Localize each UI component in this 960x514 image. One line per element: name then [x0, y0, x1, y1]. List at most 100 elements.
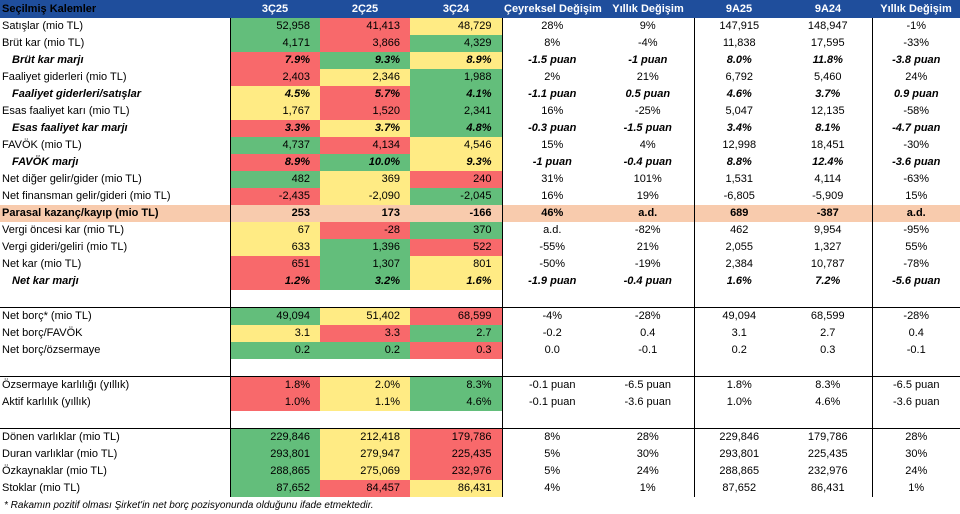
quarter-value: 2,346 — [320, 69, 410, 86]
nine-month-yoy-change: -1% — [906, 20, 927, 32]
quarter-value: 0.2 — [320, 342, 410, 359]
quarter-value: 8.3% — [410, 376, 503, 394]
nine-month-yoy-change — [872, 290, 960, 308]
nine-month-yoy-change: -78% — [903, 258, 930, 270]
table-row: Parasal kazanç/kayıp (mio TL) 253 173 -166 4… — [0, 205, 960, 222]
yoy-change: 21% — [602, 239, 695, 256]
nine-month-value: 232,976 — [784, 463, 873, 480]
nine-month-value: 87,652 — [722, 482, 757, 494]
quarter-value: 10.0% — [320, 154, 410, 171]
yoy-change: 0.4 — [602, 325, 695, 342]
quarter-value: 369 — [320, 171, 410, 188]
quarter-value: 4.8% — [410, 120, 503, 137]
qoq-change: -1.9 puan — [528, 275, 577, 287]
quarter-value: 49,094 — [229, 307, 320, 325]
nine-month-yoy-change: -33% — [903, 37, 930, 49]
quarter-value: 4,546 — [410, 137, 503, 154]
table-row: Duran varlıklar (mio TL) 293,801 279,947 22… — [0, 446, 960, 463]
row-label: Esas faaliyet karı (mio TL) — [2, 105, 130, 117]
quarter-value: 1.8% — [229, 376, 320, 394]
row-label: FAVÖK (mio TL) — [2, 139, 82, 151]
quarter-value: 68,599 — [410, 307, 503, 325]
row-label: Aktif karlılık (yıllık) — [2, 396, 91, 408]
header-row: Seçilmiş Kalemler 3Ç25 2Ç25 3Ç24 Çeyreks… — [0, 0, 960, 18]
nine-month-yoy-change: 55% — [905, 241, 928, 253]
yoy-change: -3.6 puan — [602, 394, 695, 411]
yoy-change: 21% — [602, 69, 695, 86]
quarter-value: 288,865 — [229, 463, 320, 480]
nine-month-yoy-change: -6.5 puan — [872, 376, 960, 394]
nine-month-value: 1,327 — [784, 239, 873, 256]
nine-month-value: 3.1 — [731, 327, 747, 339]
table-row: Net borç/FAVÖK 3.1 3.3 2.7 -0.2 0.4 3.1 2.7 0.4 — [0, 325, 960, 342]
quarter-value: 9.3% — [320, 52, 410, 69]
quarter-value: -2,435 — [229, 188, 320, 205]
nine-month-value: 148,947 — [784, 18, 873, 35]
qoq-change: 5% — [544, 448, 561, 460]
quarter-value: 1.6% — [410, 273, 503, 290]
quarter-value: 179,786 — [410, 428, 503, 446]
quarter-value — [320, 411, 410, 429]
quarter-value: 2.0% — [320, 376, 410, 394]
yoy-change: a.d. — [602, 205, 695, 222]
table-row: Faaliyet giderleri/satışlar 4.5% 5.7% 4.1% -… — [0, 86, 960, 103]
quarter-value: 4.5% — [229, 86, 320, 103]
nine-month-yoy-change: -3.6 puan — [893, 396, 940, 408]
nine-month-yoy-change: 24% — [905, 71, 928, 83]
table-row: FAVÖK (mio TL) 4,737 4,134 4,546 15% 4% 12,998… — [0, 137, 960, 154]
table-row: Net diğer gelir/gider (mio TL) 482 369 240 3… — [0, 171, 960, 188]
row-label: Brüt kar marjı — [12, 54, 84, 66]
nine-month-value: 229,846 — [694, 428, 784, 446]
quarter-value: 2,403 — [229, 69, 320, 86]
qoq-change: 8% — [502, 428, 602, 446]
quarter-value: 2.7 — [410, 325, 503, 342]
row-label: Net borç/FAVÖK — [2, 327, 83, 339]
row-label: Özkaynaklar (mio TL) — [2, 465, 107, 477]
quarter-value: 633 — [229, 239, 320, 256]
nine-month-yoy-change: -5.6 puan — [892, 275, 941, 287]
qoq-change: -55% — [539, 241, 566, 253]
quarter-value — [229, 411, 320, 429]
quarter-value — [410, 411, 503, 429]
nine-month-yoy-change: -0.1 — [906, 344, 926, 356]
quarter-value: 370 — [410, 222, 503, 239]
quarter-value: 212,418 — [320, 428, 410, 446]
table-row: Net borç/özsermaye 0.2 0.2 0.3 0.0 -0.1 0.2 0.3… — [0, 342, 960, 359]
quarter-value — [229, 290, 320, 308]
row-label — [0, 290, 230, 308]
nine-month-value: 11.8% — [784, 52, 873, 69]
qoq-change: -4% — [502, 307, 602, 325]
yoy-change: 0.5 puan — [602, 86, 695, 103]
quarter-value: -2,045 — [410, 188, 503, 205]
table-row: Vergi gideri/geliri (mio TL) 633 1,396 522 -… — [0, 239, 960, 256]
nine-month-value: -387 — [784, 205, 873, 222]
table-row: Net finansman gelir/gideri (mio TL) -2,43… — [0, 188, 960, 205]
quarter-value: 87,652 — [229, 480, 320, 497]
nine-month-yoy-change: 0.4 — [908, 327, 924, 339]
nine-month-yoy-change: 15% — [905, 190, 928, 202]
row-label — [0, 411, 230, 429]
quarter-value: 232,976 — [410, 463, 503, 480]
yoy-change: 9% — [602, 18, 695, 35]
row-label: Vergi öncesi kar (mio TL) — [2, 224, 125, 236]
nine-month-value: 12.4% — [784, 154, 873, 171]
nine-month-yoy-change: 28% — [872, 428, 960, 446]
quarter-value: -166 — [410, 205, 503, 222]
quarter-value: 0.3 — [410, 342, 503, 359]
quarter-value: 86,431 — [410, 480, 503, 497]
table-row: Net kar (mio TL) 651 1,307 801 -50% -19% 2,384… — [0, 256, 960, 273]
header-cell: Yıllık Değişim — [872, 0, 960, 18]
quarter-value: 253 — [229, 205, 320, 222]
quarter-value — [320, 290, 410, 308]
quarter-value: 48,729 — [410, 18, 503, 35]
header-cell: Yıllık Değişim — [602, 0, 694, 18]
table-row: Aktif karlılık (yıllık) 1.0% 1.1% 4.6% -0.1 … — [0, 394, 960, 411]
quarter-value: 41,413 — [320, 18, 410, 35]
nine-month-yoy-change: 30% — [905, 448, 928, 460]
nine-month-value: 1.0% — [726, 396, 752, 408]
table-row: Brüt kar marjı 7.9% 9.3% 8.9% -1.5 puan -1 pu… — [0, 52, 960, 69]
quarter-value: 52,958 — [229, 18, 320, 35]
quarter-value: 3.3% — [229, 120, 320, 137]
qoq-change: -50% — [539, 258, 566, 270]
nine-month-value: 6,792 — [725, 71, 754, 83]
